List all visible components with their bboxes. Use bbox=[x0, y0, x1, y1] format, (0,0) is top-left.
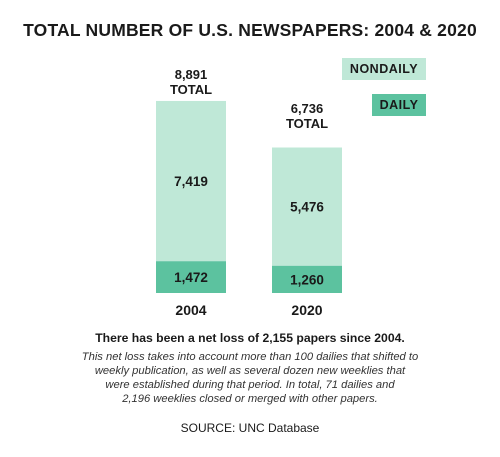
total-value: 8,891 bbox=[174, 67, 208, 82]
bar-daily-2004 bbox=[156, 261, 226, 293]
bar-nondaily-2020 bbox=[272, 147, 342, 266]
x-tick-label-2004: 2004 bbox=[175, 302, 206, 318]
total-value: 6,736 bbox=[290, 101, 324, 116]
legend-daily: DAILY bbox=[372, 94, 426, 116]
bar-nondaily-2004 bbox=[156, 100, 226, 262]
data-label-nondaily-2004: 7,419 bbox=[174, 174, 208, 189]
note-line: This net loss takes into account more th… bbox=[81, 351, 419, 363]
data-label-daily-2020: 1,260 bbox=[290, 272, 324, 287]
chart-title: TOTAL NUMBER OF U.S. NEWSPAPERS: 2004 & … bbox=[23, 20, 477, 40]
summary-statement: There has been a net loss of 2,155 paper… bbox=[95, 331, 405, 345]
source-credit: SOURCE: UNC Database bbox=[180, 421, 320, 435]
total-word: TOTAL bbox=[169, 82, 213, 97]
total-word: TOTAL bbox=[285, 116, 329, 131]
note-line: 2,196 weeklies closed or merged with oth… bbox=[122, 393, 378, 405]
stacked-bar-chart: 7,419 1,472 2004 5,476 1,260 2020 bbox=[156, 100, 342, 318]
note-line: weekly publication, as well as several d… bbox=[94, 365, 406, 377]
data-label-nondaily-2020: 5,476 bbox=[290, 200, 324, 215]
note-line: were established during that period. In … bbox=[105, 379, 395, 391]
data-label-daily-2004: 1,472 bbox=[174, 270, 208, 285]
total-label-2020: 6,736 TOTAL bbox=[267, 101, 347, 131]
explanatory-note: This net loss takes into account more th… bbox=[55, 350, 445, 406]
x-tick-label-2020: 2020 bbox=[291, 302, 322, 318]
legend-nondaily: NONDAILY bbox=[342, 58, 426, 80]
total-label-2004: 8,891 TOTAL bbox=[151, 67, 231, 97]
bar-daily-2020 bbox=[272, 265, 342, 293]
